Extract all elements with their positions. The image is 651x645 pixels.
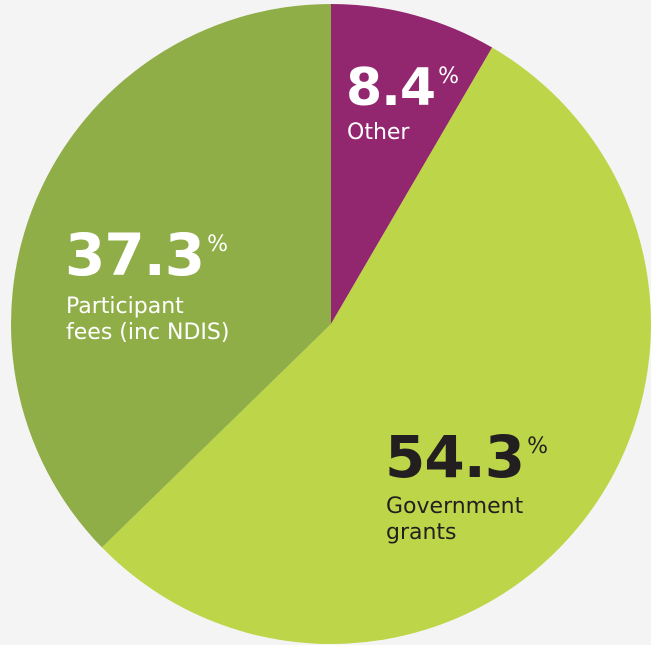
slice-label-line-1-0: Government: [386, 494, 524, 519]
slice-label-line-2-0: Participant: [66, 294, 184, 319]
pie-slice-2: [11, 4, 332, 548]
slice-label-line-1-1: grants: [386, 520, 457, 545]
pie-slice-1: [101, 47, 651, 644]
slice-label-line-0-0: Other: [347, 120, 410, 145]
pie-slice-0: [331, 3, 493, 324]
slice-value-0: 8.4%: [346, 58, 458, 118]
slice-label-0: 8.4 %Other: [346, 58, 459, 145]
slice-value-1: 54.3%: [385, 423, 547, 491]
slice-label-line-2-1: fees (inc NDIS): [66, 320, 229, 345]
slice-value-2: 37.3%: [65, 221, 227, 289]
